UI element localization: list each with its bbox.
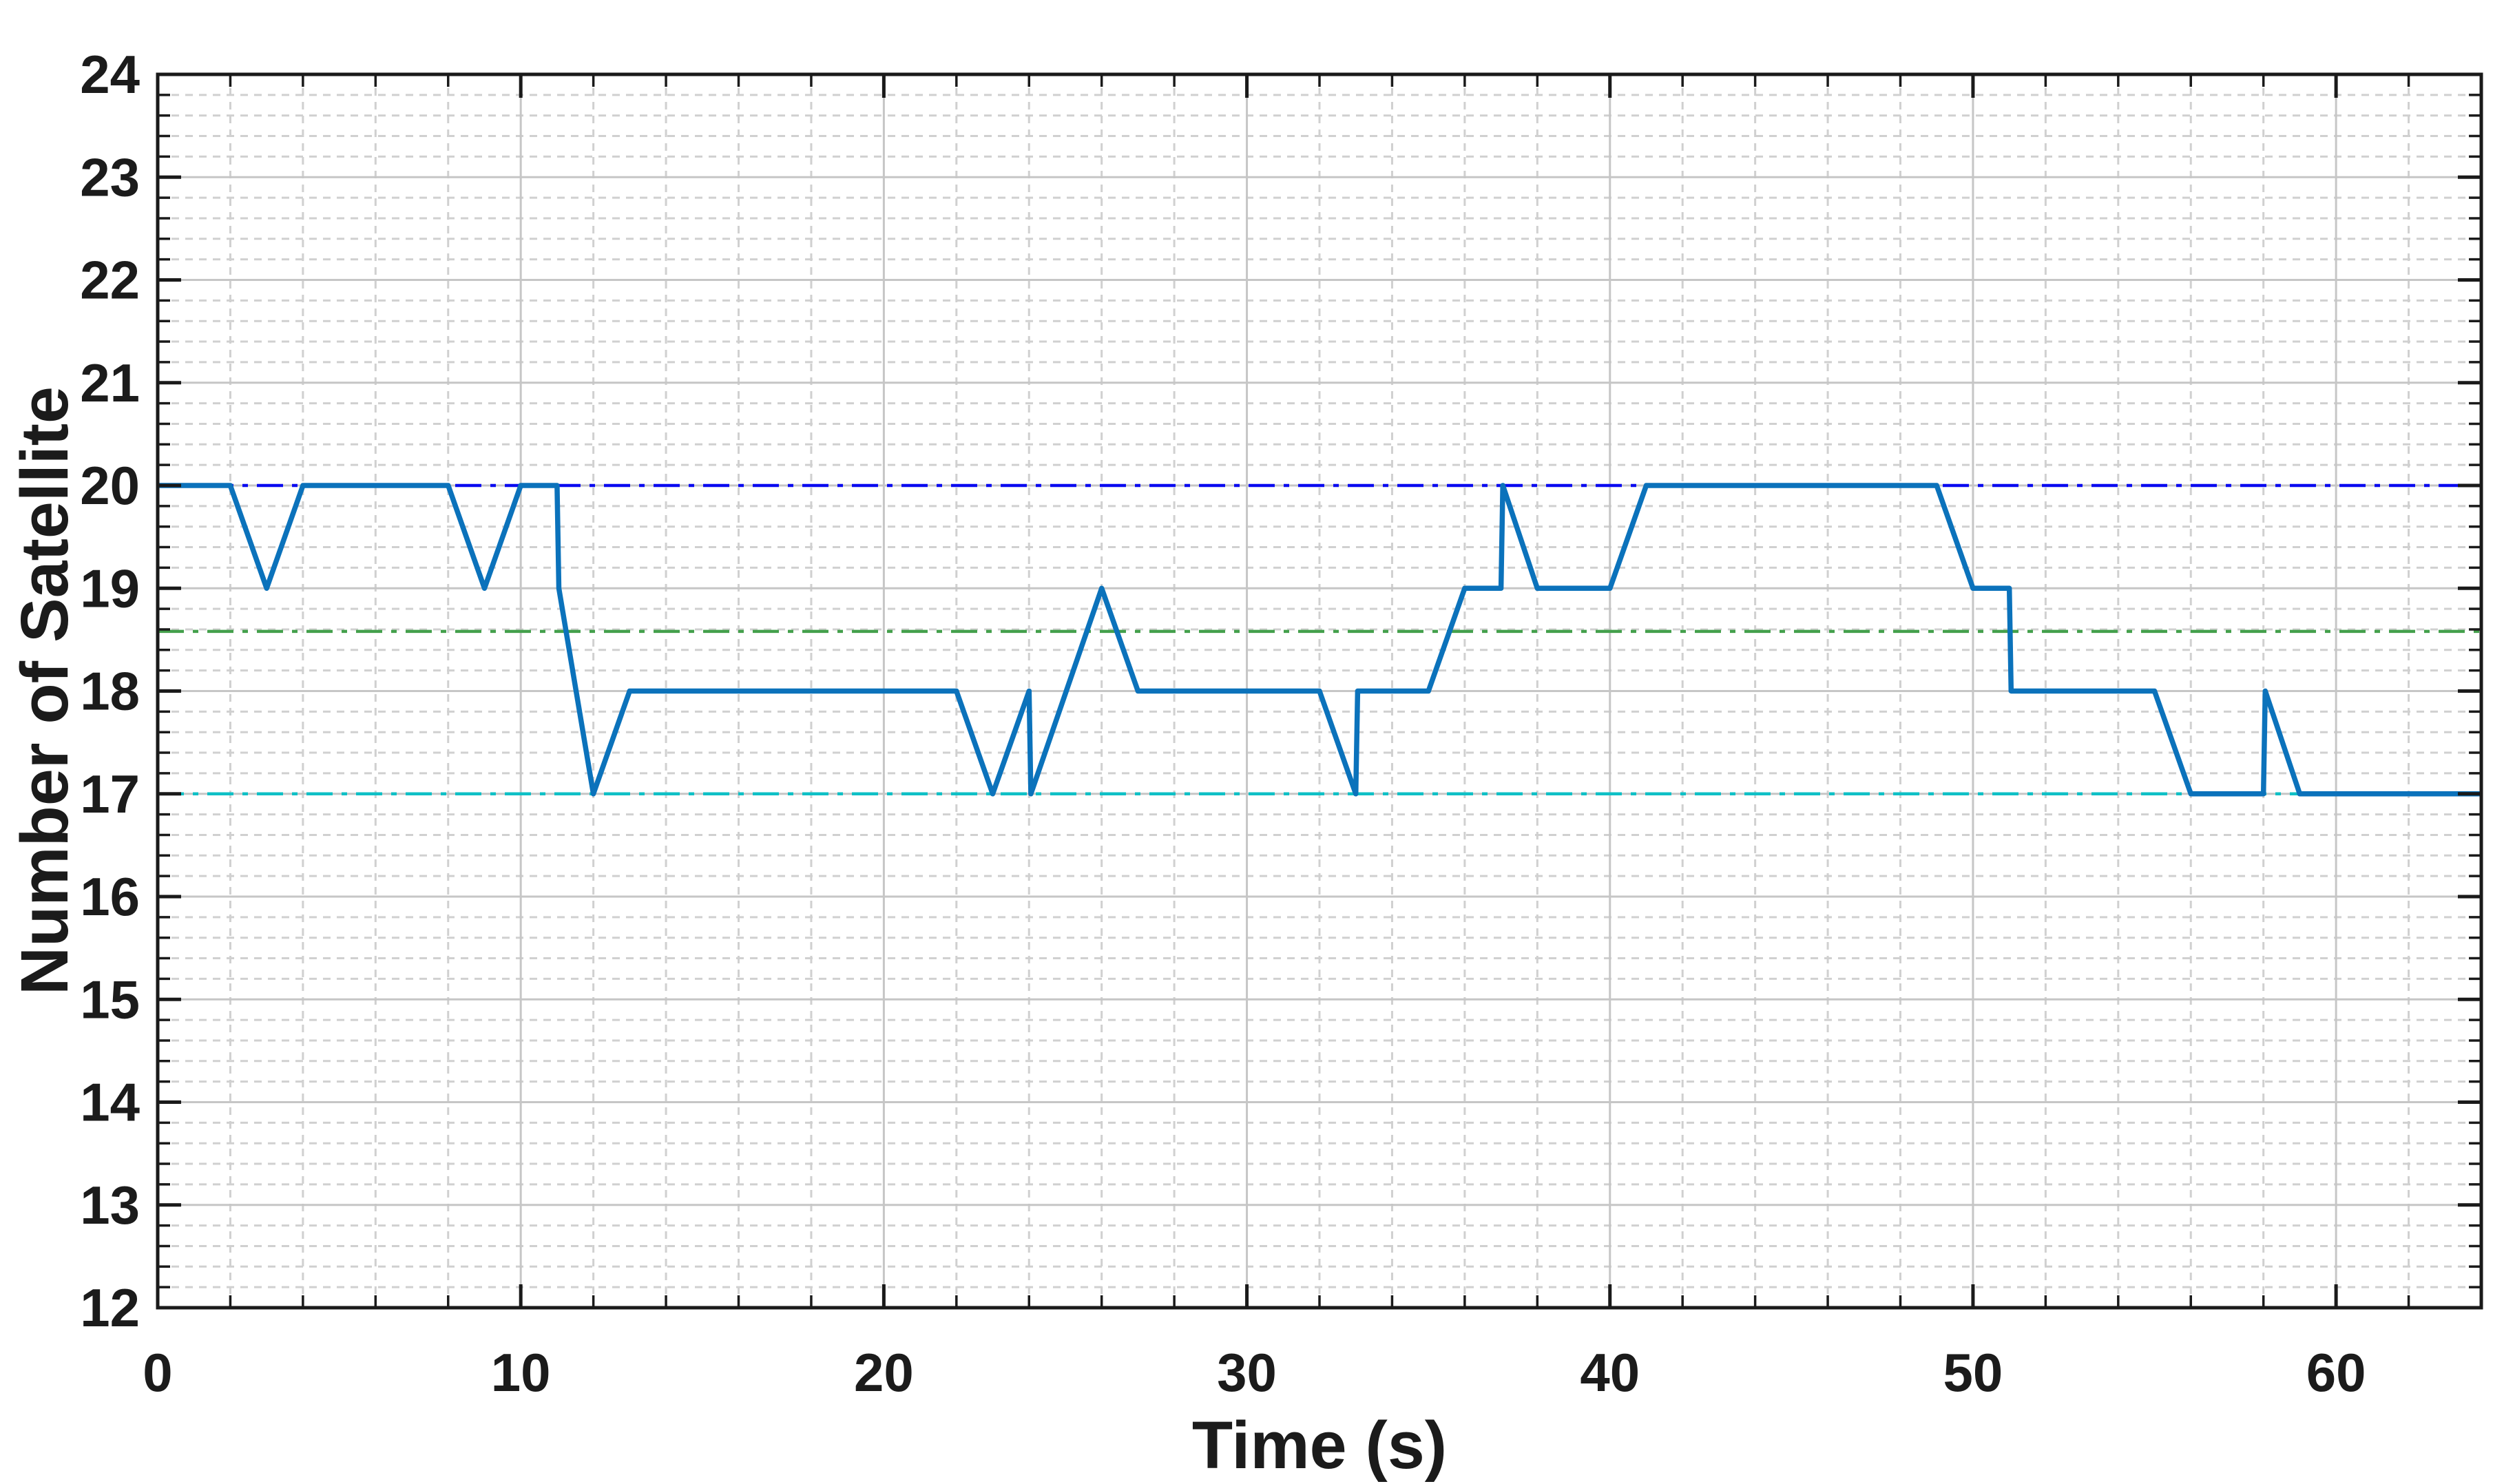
x-tick-label: 0 xyxy=(143,1342,172,1403)
y-tick-label: 19 xyxy=(80,558,140,618)
y-tick-label: 22 xyxy=(80,250,140,311)
y-tick-label: 18 xyxy=(80,661,140,722)
tick-marks-layer xyxy=(156,72,2481,1310)
x-tick-label: 30 xyxy=(1217,1342,1277,1403)
y-tick-label: 12 xyxy=(80,1277,140,1338)
y-tick-label: 17 xyxy=(80,764,140,824)
y-tick-label: 15 xyxy=(80,969,140,1030)
y-tick-label: 21 xyxy=(80,353,140,413)
y-axis-label: Number of Satellite xyxy=(7,386,82,995)
y-tick-label: 13 xyxy=(80,1175,140,1235)
number-of-visible-satellites-line xyxy=(158,483,2481,797)
y-tick-label: 24 xyxy=(80,44,140,105)
y-tick-label: 20 xyxy=(80,455,140,516)
y-tick-label: 16 xyxy=(80,866,140,927)
x-tick-label: 20 xyxy=(854,1342,914,1403)
y-tick-label: 14 xyxy=(80,1072,140,1133)
x-tick-label: 60 xyxy=(2306,1342,2366,1403)
minor-grid-layer xyxy=(158,74,2481,1308)
x-tick-label: 50 xyxy=(1943,1342,2003,1403)
x-axis-label: Time (s) xyxy=(1192,1408,1447,1483)
x-tick-label: 10 xyxy=(491,1342,551,1403)
y-tick-label: 23 xyxy=(80,147,140,207)
x-tick-label: 40 xyxy=(1580,1342,1640,1403)
tick-labels-layer: 0 10 20 30 40 50 60 12 13 14 15 16 17 18 19 20 21 22 23 24 xyxy=(80,44,2366,1403)
data-series-layer xyxy=(158,483,2481,797)
